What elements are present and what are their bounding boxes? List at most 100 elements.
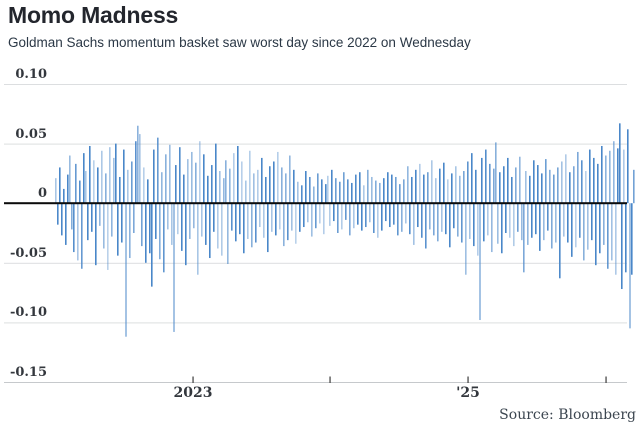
return-bar — [571, 203, 573, 257]
return-bar — [173, 203, 175, 332]
return-bar — [277, 151, 279, 204]
return-bar — [331, 169, 333, 204]
gridline — [4, 322, 627, 324]
return-bar — [301, 185, 303, 204]
return-bar — [327, 175, 329, 204]
return-bar — [499, 172, 501, 204]
return-bar — [447, 179, 449, 204]
return-bar — [171, 203, 173, 245]
return-bar — [615, 203, 617, 275]
return-bar — [421, 203, 423, 238]
return-bar — [425, 203, 427, 249]
return-bar — [539, 203, 541, 251]
return-bar — [145, 203, 147, 263]
return-bar — [269, 166, 271, 204]
return-bar — [433, 203, 435, 236]
return-bar — [581, 160, 583, 204]
return-bar — [209, 203, 211, 259]
chart-subtitle: Goldman Sachs momentum basket saw worst … — [8, 35, 471, 50]
return-bar — [147, 179, 149, 204]
return-bar — [341, 203, 343, 230]
return-bar — [455, 166, 457, 204]
return-bar — [385, 203, 387, 222]
return-bar — [121, 203, 123, 243]
return-bar — [487, 203, 489, 236]
return-bar — [623, 149, 625, 204]
return-bar — [243, 203, 245, 254]
return-bar — [95, 203, 97, 266]
return-bar — [311, 203, 313, 237]
return-bar — [379, 182, 381, 204]
return-bar — [195, 162, 197, 204]
return-bar — [521, 203, 523, 241]
x-axis-tick — [467, 376, 469, 383]
return-bar — [163, 203, 165, 273]
return-bar — [631, 203, 633, 275]
return-bar — [75, 163, 77, 204]
y-axis-label: -0.15 — [9, 365, 47, 380]
return-bar — [553, 174, 555, 204]
return-bar — [333, 203, 335, 222]
return-bar — [497, 203, 499, 244]
return-bar — [373, 203, 375, 233]
return-bar — [511, 176, 513, 204]
return-bar — [419, 163, 421, 204]
return-bar — [605, 155, 607, 204]
return-bar — [457, 203, 459, 237]
return-bar — [465, 203, 467, 275]
return-bar — [573, 166, 575, 204]
return-bar — [305, 171, 307, 204]
return-bar — [73, 203, 75, 253]
return-bar — [627, 129, 629, 204]
return-bar — [189, 203, 191, 239]
return-bar — [561, 161, 563, 204]
return-bar — [83, 153, 85, 204]
return-bar — [297, 181, 299, 204]
return-bar — [61, 203, 63, 236]
return-bar — [473, 203, 475, 247]
return-bar — [559, 203, 561, 279]
return-bar — [237, 145, 239, 204]
return-bar — [203, 154, 205, 204]
return-bar — [365, 203, 367, 228]
return-bar — [415, 169, 417, 204]
return-bar — [69, 155, 71, 204]
return-bar — [409, 203, 411, 235]
return-bar — [347, 179, 349, 204]
return-bar — [339, 181, 341, 204]
return-bar — [529, 175, 531, 204]
return-bar — [77, 203, 79, 261]
return-bar — [279, 203, 281, 230]
return-bar — [91, 203, 93, 232]
return-bar — [149, 203, 151, 254]
return-bar — [109, 147, 111, 204]
return-bar — [293, 169, 295, 204]
return-bar — [509, 203, 511, 238]
return-bar — [207, 175, 209, 204]
return-bar — [139, 134, 141, 204]
return-bar — [157, 137, 159, 204]
return-bar — [105, 173, 107, 204]
return-bar — [141, 203, 143, 247]
return-bar — [443, 162, 445, 204]
return-bar — [501, 203, 503, 254]
return-bar — [329, 203, 331, 226]
x-axis-tick — [329, 376, 331, 383]
return-bar — [527, 203, 529, 245]
return-bar — [587, 203, 589, 250]
return-bar — [585, 171, 587, 204]
return-bar — [603, 203, 605, 245]
return-bar — [263, 203, 265, 238]
return-bar — [555, 203, 557, 243]
return-bar — [199, 141, 201, 204]
return-bar — [133, 203, 135, 233]
return-bar — [79, 180, 81, 204]
return-bar — [363, 185, 365, 204]
return-bar — [575, 203, 577, 248]
return-bar — [595, 203, 597, 266]
return-bar — [185, 203, 187, 266]
return-bar — [377, 203, 379, 238]
return-bar — [543, 203, 545, 241]
